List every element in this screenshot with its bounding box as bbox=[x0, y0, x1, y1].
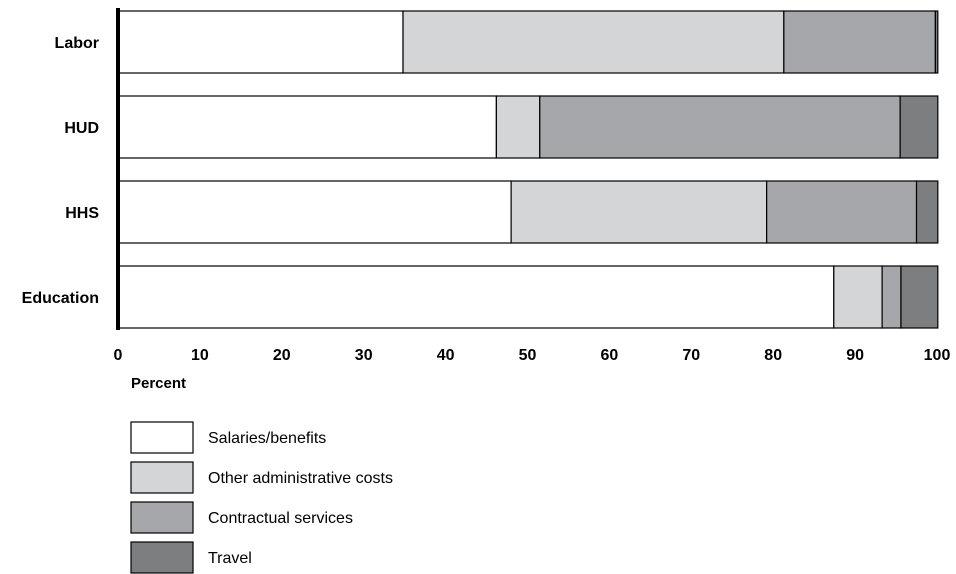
category-labels: Labor HUD HHS Education bbox=[22, 35, 100, 307]
legend-swatch-1 bbox=[130, 461, 194, 494]
legend-label-0: Salaries/benefits bbox=[208, 430, 326, 447]
x-tick-label-90: 90 bbox=[846, 347, 864, 364]
x-tick-label-70: 70 bbox=[682, 347, 700, 364]
x-tick-label-0: 0 bbox=[114, 347, 123, 364]
legend-swatch-0 bbox=[130, 421, 194, 454]
bar-segment-labor-3 bbox=[934, 10, 939, 74]
legend-label-1: Other administrative costs bbox=[208, 470, 393, 487]
bar-segment-labor-1 bbox=[402, 10, 785, 74]
legend-label-3: Travel bbox=[208, 550, 252, 567]
category-label-labor: Labor bbox=[55, 35, 99, 52]
bar-segment-hud-1 bbox=[495, 95, 541, 159]
bar-segment-hud-0 bbox=[117, 95, 497, 159]
category-label-education: Education bbox=[22, 290, 99, 307]
x-tick-labels: 0 10 20 30 40 50 60 70 80 90 100 bbox=[114, 347, 951, 364]
bar-segment-education-0 bbox=[117, 265, 835, 329]
x-tick-label-80: 80 bbox=[764, 347, 782, 364]
bar-segment-labor-0 bbox=[117, 10, 404, 74]
bar-segment-education-3 bbox=[900, 265, 939, 329]
bar-segment-hhs-3 bbox=[915, 180, 939, 244]
x-tick-label-10: 10 bbox=[191, 347, 209, 364]
category-label-hhs: HHS bbox=[65, 205, 99, 222]
bar-segment-hhs-0 bbox=[117, 180, 512, 244]
bars-group bbox=[117, 10, 939, 329]
x-axis-label: Percent bbox=[131, 375, 186, 392]
x-tick-label-60: 60 bbox=[601, 347, 619, 364]
x-tick-label-50: 50 bbox=[519, 347, 537, 364]
bar-segment-hud-3 bbox=[899, 95, 939, 159]
bar-segment-hud-2 bbox=[539, 95, 901, 159]
category-label-hud: HUD bbox=[64, 120, 99, 137]
bar-segment-education-2 bbox=[881, 265, 902, 329]
bar-segment-hhs-1 bbox=[510, 180, 768, 244]
bar-segment-education-1 bbox=[833, 265, 883, 329]
legend-swatch-2 bbox=[130, 501, 194, 534]
x-tick-label-30: 30 bbox=[355, 347, 373, 364]
legend-swatch-3 bbox=[130, 541, 194, 574]
legend-label-2: Contractual services bbox=[208, 510, 353, 527]
bar-segment-hhs-2 bbox=[766, 180, 918, 244]
bar-segment-labor-2 bbox=[783, 10, 936, 74]
x-tick-label-100: 100 bbox=[924, 347, 951, 364]
legend: Salaries/benefits Other administrative co… bbox=[130, 421, 393, 574]
x-tick-label-20: 20 bbox=[273, 347, 291, 364]
x-tick-label-40: 40 bbox=[437, 347, 455, 364]
